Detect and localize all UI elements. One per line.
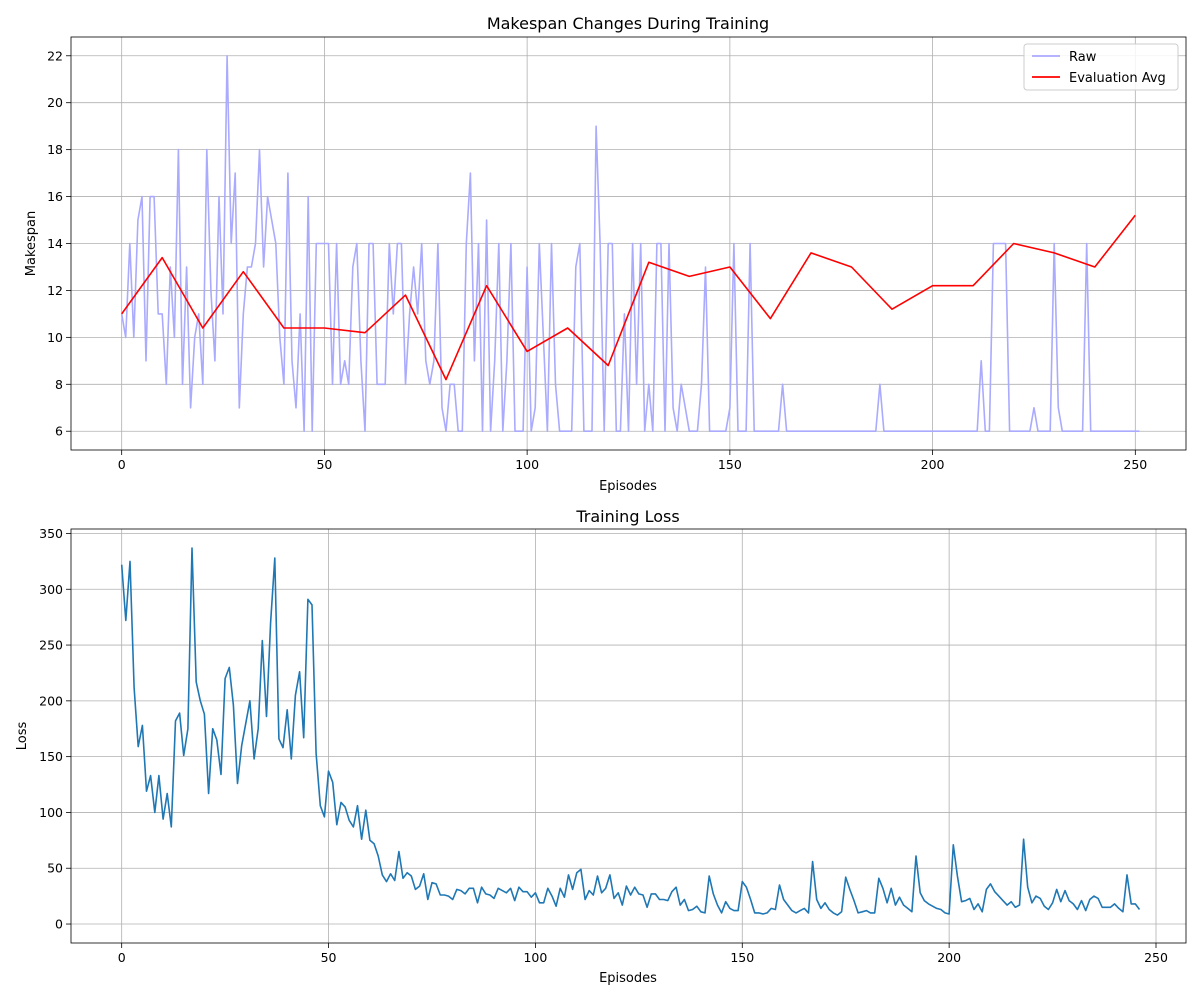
loss-ticks: 0 50 100 150 200 250 0 50 100 150 200 250 300 350: [39, 526, 1168, 965]
loss-y-axis-label: Loss: [15, 722, 30, 751]
loss-y-tick-label: 0: [55, 917, 63, 932]
loss-x-tick-label: 100: [523, 950, 547, 965]
makespan-y-tick-label: 16: [47, 189, 63, 204]
makespan-plot: 0 50 100 150 200 250 6 8 10 12 14 16 18 20 22 Makespan…: [24, 14, 1187, 494]
loss-x-tick-label: 150: [730, 950, 754, 965]
makespan-series-evaluation-avg-line: [121, 214, 1136, 381]
makespan-x-tick-label: 0: [118, 457, 126, 472]
loss-x-tick-label: 50: [321, 950, 337, 965]
makespan-x-axis-label: Episodes: [599, 479, 657, 494]
loss-grid: [71, 529, 1186, 943]
makespan-y-tick-label: 14: [47, 236, 63, 251]
makespan-ticks: 0 50 100 150 200 250 6 8 10 12 14 16 18 20 22: [47, 48, 1147, 472]
loss-plot-frame: [70, 528, 1187, 944]
loss-x-tick-label: 200: [937, 950, 961, 965]
makespan-x-tick-label: 50: [316, 457, 332, 472]
legend-box: [1023, 43, 1179, 91]
loss-x-tick-label: 250: [1144, 950, 1168, 965]
loss-chart-title: Training Loss: [575, 507, 679, 526]
loss-y-tick-label: 350: [39, 526, 63, 541]
makespan-y-tick-label: 10: [47, 330, 63, 345]
legend-eval-avg-label: Evaluation Avg: [1069, 71, 1166, 86]
loss-series: [120, 547, 1141, 916]
loss-y-tick-label: 100: [39, 805, 63, 820]
loss-y-tick-label: 250: [39, 638, 63, 653]
makespan-x-tick-label: 150: [718, 457, 742, 472]
loss-y-tick-label: 150: [39, 749, 63, 764]
makespan-series-raw-line: [120, 54, 1140, 433]
makespan-y-tick-label: 18: [47, 142, 63, 157]
makespan-series: [120, 54, 1140, 433]
loss-plot: 0 50 100 150 200 250 0 50 100 150 200 250 300 350 Tra…: [15, 507, 1187, 986]
makespan-x-tick-label: 250: [1123, 457, 1147, 472]
loss-y-tick-label: 300: [39, 582, 63, 597]
loss-x-tick-label: 0: [118, 950, 126, 965]
loss-series-loss-line: [120, 547, 1141, 916]
makespan-x-tick-label: 200: [921, 457, 945, 472]
makespan-y-tick-label: 8: [55, 377, 63, 392]
makespan-legend: Raw Evaluation Avg: [1023, 43, 1179, 91]
makespan-y-axis-label: Makespan: [24, 211, 39, 276]
loss-x-axis-label: Episodes: [599, 971, 657, 986]
makespan-x-tick-label: 100: [515, 457, 539, 472]
loss-y-tick-label: 200: [39, 693, 63, 708]
makespan-y-tick-label: 12: [47, 283, 63, 298]
loss-y-tick-label: 50: [47, 861, 63, 876]
makespan-y-tick-label: 6: [55, 424, 63, 439]
makespan-y-tick-label: 22: [47, 48, 63, 63]
makespan-y-tick-label: 20: [47, 95, 63, 110]
makespan-chart-title: Makespan Changes During Training: [487, 14, 769, 33]
legend-raw-label: Raw: [1069, 50, 1097, 65]
